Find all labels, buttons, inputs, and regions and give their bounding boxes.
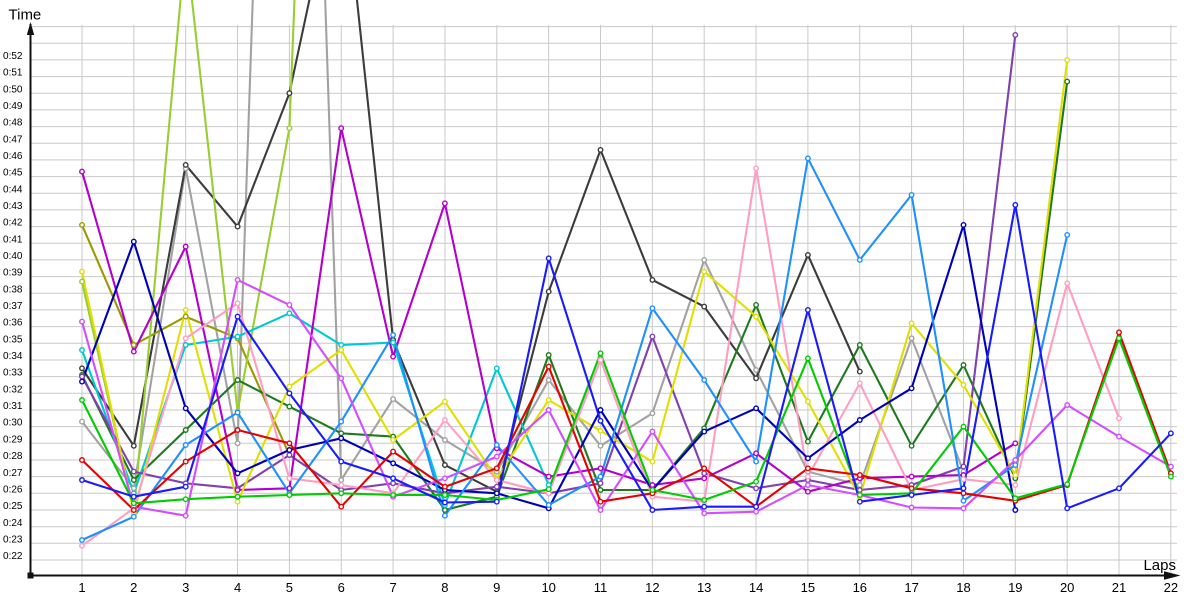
- svg-text:0:26: 0:26: [3, 484, 23, 495]
- svg-text:21: 21: [1112, 580, 1126, 595]
- svg-text:0:46: 0:46: [3, 151, 23, 162]
- svg-text:8: 8: [441, 580, 448, 595]
- svg-text:0:33: 0:33: [3, 368, 23, 379]
- svg-text:0:35: 0:35: [3, 334, 23, 345]
- svg-text:0:47: 0:47: [3, 134, 23, 145]
- svg-text:2: 2: [130, 580, 137, 595]
- svg-text:9: 9: [493, 580, 500, 595]
- svg-text:0:40: 0:40: [3, 251, 23, 262]
- svg-text:11: 11: [594, 580, 608, 595]
- svg-text:0:23: 0:23: [3, 534, 23, 545]
- svg-text:0:32: 0:32: [3, 384, 23, 395]
- svg-text:17: 17: [904, 580, 918, 595]
- svg-text:0:37: 0:37: [3, 301, 23, 312]
- svg-text:Laps: Laps: [1143, 557, 1176, 574]
- svg-text:0:52: 0:52: [3, 51, 23, 62]
- svg-text:0:39: 0:39: [3, 268, 23, 279]
- svg-text:16: 16: [853, 580, 867, 595]
- svg-text:0:44: 0:44: [3, 184, 23, 195]
- svg-text:0:34: 0:34: [3, 351, 23, 362]
- svg-text:0:48: 0:48: [3, 118, 23, 129]
- svg-text:0:27: 0:27: [3, 468, 23, 479]
- svg-text:0:43: 0:43: [3, 201, 23, 212]
- svg-text:0:29: 0:29: [3, 434, 23, 445]
- svg-text:0:50: 0:50: [3, 84, 23, 95]
- svg-text:0:24: 0:24: [3, 518, 23, 529]
- svg-text:18: 18: [956, 580, 970, 595]
- svg-text:12: 12: [645, 580, 659, 595]
- svg-text:5: 5: [286, 580, 293, 595]
- svg-text:0:31: 0:31: [3, 401, 23, 412]
- svg-text:0:36: 0:36: [3, 318, 23, 329]
- svg-text:13: 13: [697, 580, 711, 595]
- svg-text:0:28: 0:28: [3, 451, 23, 462]
- svg-text:15: 15: [801, 580, 815, 595]
- svg-text:4: 4: [234, 580, 241, 595]
- svg-text:0:51: 0:51: [3, 68, 23, 79]
- svg-text:0:22: 0:22: [3, 551, 23, 562]
- svg-text:0:25: 0:25: [3, 501, 23, 512]
- svg-text:Time: Time: [9, 7, 42, 24]
- svg-text:7: 7: [389, 580, 396, 595]
- svg-text:6: 6: [338, 580, 345, 595]
- svg-text:0:42: 0:42: [3, 218, 23, 229]
- svg-text:0:49: 0:49: [3, 101, 23, 112]
- svg-text:0:45: 0:45: [3, 168, 23, 179]
- svg-text:14: 14: [749, 580, 763, 595]
- svg-text:20: 20: [1060, 580, 1074, 595]
- svg-text:3: 3: [182, 580, 189, 595]
- svg-text:0:30: 0:30: [3, 418, 23, 429]
- svg-text:0:38: 0:38: [3, 284, 23, 295]
- svg-text:1: 1: [78, 580, 85, 595]
- svg-text:0:41: 0:41: [3, 234, 23, 245]
- svg-text:19: 19: [1008, 580, 1022, 595]
- svg-text:10: 10: [541, 580, 555, 595]
- svg-text:22: 22: [1164, 580, 1178, 595]
